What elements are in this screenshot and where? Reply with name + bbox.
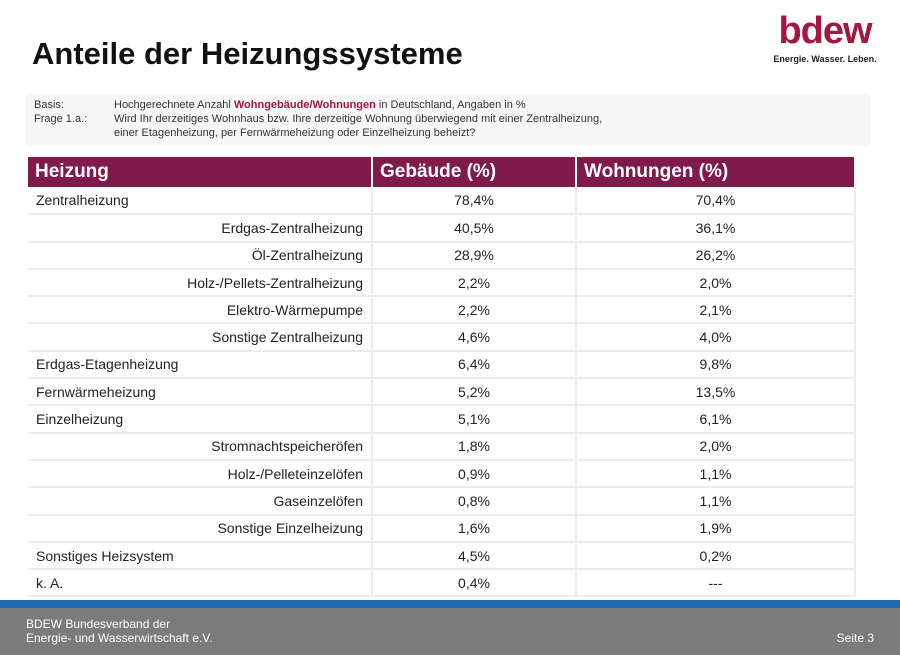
cell-gebaeude: 6,4% xyxy=(372,350,577,380)
cell-label: k. A. xyxy=(28,569,373,598)
cell-label: Öl-Zentralheizung xyxy=(28,241,373,270)
logo-word: bdew xyxy=(778,10,872,52)
cell-gebaeude: 2,2% xyxy=(372,296,577,325)
table-row: Stromnachtspeicheröfen 1,8% 2,0% xyxy=(28,432,856,461)
cell-wohnungen: 1,9% xyxy=(576,514,856,543)
cell-gebaeude: 4,6% xyxy=(372,323,577,352)
header-wohnungen: Wohnungen (%) xyxy=(576,157,856,187)
info-box: Basis: Hochgerechnete Anzahl Wohngebäude… xyxy=(26,94,870,146)
cell-wohnungen: 26,2% xyxy=(576,241,856,270)
cell-gebaeude: 28,9% xyxy=(372,241,577,270)
table-row: Öl-Zentralheizung 28,9% 26,2% xyxy=(28,241,856,270)
cell-label: Elektro-Wärmepumpe xyxy=(28,296,373,325)
cell-wohnungen: 4,0% xyxy=(576,323,856,352)
table-row: Fernwärmeheizung 5,2% 13,5% xyxy=(28,378,856,407)
table-row: Sonstige Zentralheizung 4,6% 4,0% xyxy=(28,323,856,352)
table-row: Holz-/Pellets-Zentralheizung 2,2% 2,0% xyxy=(28,268,856,298)
table-row: Zentralheizung 78,4% 70,4% xyxy=(28,187,856,216)
table-row: Einzelheizung 5,1% 6,1% xyxy=(28,405,856,434)
footer-org-line1: BDEW Bundesverband der xyxy=(26,617,171,631)
cell-label: Zentralheizung xyxy=(28,187,373,216)
cell-wohnungen: 1,1% xyxy=(576,487,856,516)
cell-label: Erdgas-Etagenheizung xyxy=(28,350,373,380)
table-row: Sonstige Einzelheizung 1,6% 1,9% xyxy=(28,514,856,543)
footer-org-line2: Energie- und Wasserwirtschaft e.V. xyxy=(26,631,213,645)
frage-line1: Wird Ihr derzeitiges Wohnhaus bzw. Ihre … xyxy=(114,113,603,125)
basis-text: Hochgerechnete Anzahl Wohngebäude/Wohnun… xyxy=(114,98,526,112)
bdew-logo: bdew Energie. Wasser. Leben. xyxy=(770,12,880,64)
frage-line2: einer Etagenheizung, per Fernwärmeheizun… xyxy=(114,127,476,139)
heating-table: Heizung Gebäude (%) Wohnungen (%) Zentra… xyxy=(28,157,856,598)
cell-wohnungen: 2,1% xyxy=(576,296,856,325)
page-number: Seite 3 xyxy=(836,631,874,645)
header-heizung: Heizung xyxy=(28,157,373,187)
cell-gebaeude: 40,5% xyxy=(372,214,577,243)
cell-wohnungen: 2,0% xyxy=(576,268,856,298)
cell-label: Stromnachtspeicheröfen xyxy=(28,432,373,461)
basis-highlight: Wohngebäude/Wohnungen xyxy=(233,99,376,111)
cell-gebaeude: 4,5% xyxy=(372,541,577,571)
cell-gebaeude: 1,6% xyxy=(372,514,577,543)
cell-gebaeude: 0,8% xyxy=(372,487,577,516)
cell-gebaeude: 0,4% xyxy=(372,569,577,598)
cell-label: Holz-/Pellets-Zentralheizung xyxy=(28,268,373,298)
cell-label: Sonstige Zentralheizung xyxy=(28,323,373,352)
frage-label: Frage 1.a.: xyxy=(34,113,88,125)
footer-accent-bar xyxy=(0,600,900,608)
cell-wohnungen: 1,1% xyxy=(576,459,856,489)
table-row: Erdgas-Zentralheizung 40,5% 36,1% xyxy=(28,214,856,243)
cell-wohnungen: 70,4% xyxy=(576,187,856,216)
table-row: Gaseinzelöfen 0,8% 1,1% xyxy=(28,487,856,516)
cell-gebaeude: 5,2% xyxy=(372,378,577,407)
cell-label: Erdgas-Zentralheizung xyxy=(28,214,373,243)
cell-label: Holz-/Pelleteinzelöfen xyxy=(28,459,373,489)
table-row: Erdgas-Etagenheizung 6,4% 9,8% xyxy=(28,350,856,380)
cell-wohnungen: 9,8% xyxy=(576,350,856,380)
cell-gebaeude: 1,8% xyxy=(372,432,577,461)
table-row: k. A. 0,4% --- xyxy=(28,569,856,598)
logo-tagline: Energie. Wasser. Leben. xyxy=(773,54,877,64)
cell-wohnungen: 36,1% xyxy=(576,214,856,243)
cell-label: Fernwärmeheizung xyxy=(28,378,373,407)
basis-post: in Deutschland, Angaben in % xyxy=(375,99,526,111)
basis-label: Basis: xyxy=(34,99,64,111)
footer: BDEW Bundesverband der Energie- und Wasse… xyxy=(0,608,900,655)
cell-gebaeude: 2,2% xyxy=(372,268,577,298)
basis-pre: Hochgerechnete Anzahl xyxy=(114,99,234,111)
cell-wohnungen: 2,0% xyxy=(576,432,856,461)
table-row: Holz-/Pelleteinzelöfen 0,9% 1,1% xyxy=(28,459,856,489)
cell-gebaeude: 5,1% xyxy=(372,405,577,434)
cell-label: Gaseinzelöfen xyxy=(28,487,373,516)
table-row: Sonstiges Heizsystem 4,5% 0,2% xyxy=(28,541,856,571)
cell-gebaeude: 0,9% xyxy=(372,459,577,489)
cell-wohnungen: --- xyxy=(576,569,856,598)
table-row: Elektro-Wärmepumpe 2,2% 2,1% xyxy=(28,296,856,325)
cell-label: Einzelheizung xyxy=(28,405,373,434)
cell-wohnungen: 6,1% xyxy=(576,405,856,434)
header-gebaeude: Gebäude (%) xyxy=(372,157,577,187)
cell-wohnungen: 0,2% xyxy=(576,541,856,571)
cell-label: Sonstiges Heizsystem xyxy=(28,541,373,571)
cell-gebaeude: 78,4% xyxy=(372,187,577,216)
cell-label: Sonstige Einzelheizung xyxy=(28,514,373,543)
page-title: Anteile der Heizungssysteme xyxy=(32,36,463,71)
cell-wohnungen: 13,5% xyxy=(576,378,856,407)
